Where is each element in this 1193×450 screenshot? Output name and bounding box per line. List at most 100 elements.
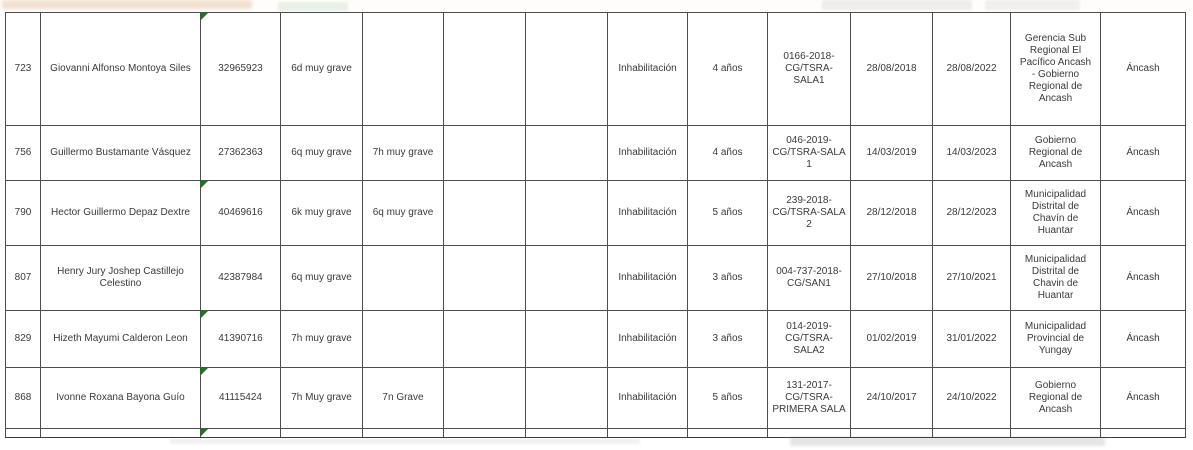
- cell-numero[interactable]: [5, 428, 41, 438]
- cell-nombre[interactable]: Hizeth Mayumi Calderon Leon: [40, 310, 201, 368]
- cell-sancion[interactable]: [607, 428, 688, 438]
- cell-falta-2[interactable]: 7n Grave: [362, 367, 444, 429]
- faded-box-remnant: [985, 0, 1080, 10]
- cell-falta-1[interactable]: 6d muy grave: [280, 12, 363, 126]
- cell-falta-1[interactable]: 7h muy grave: [280, 310, 363, 368]
- cell-nombre[interactable]: Guillermo Bustamante Vásquez: [40, 125, 201, 181]
- cell-resolucion[interactable]: 131-2017-CG/TSRA-PRIMERA SALA: [767, 367, 851, 429]
- cell-empty[interactable]: [443, 428, 526, 438]
- dni-value: 42387984: [218, 272, 263, 283]
- cell-periodo[interactable]: [687, 428, 768, 438]
- cell-empty[interactable]: [443, 310, 526, 368]
- cell-empty[interactable]: [525, 367, 608, 429]
- cell-fecha-inicio[interactable]: 28/08/2018: [850, 12, 933, 126]
- cell-numero[interactable]: 790: [5, 180, 41, 246]
- cell-dni[interactable]: 41390716: [200, 310, 281, 368]
- cell-fecha-fin[interactable]: 27/10/2021: [932, 245, 1011, 311]
- cell-fecha-inicio[interactable]: 27/10/2018: [850, 245, 933, 311]
- cell-dni[interactable]: 27362363: [200, 125, 281, 181]
- cell-empty[interactable]: [443, 125, 526, 181]
- faded-cell-remnant: [278, 2, 348, 11]
- cell-fecha-fin[interactable]: 28/08/2022: [932, 12, 1011, 126]
- cell-resolucion[interactable]: 004-737-2018-CG/SAN1: [767, 245, 851, 311]
- spreadsheet-grid: 723 Giovanni Alfonso Montoya Siles 32965…: [5, 12, 1186, 438]
- cell-falta-1[interactable]: [280, 428, 363, 438]
- cell-fecha-inicio[interactable]: 01/02/2019: [850, 310, 933, 368]
- cell-departamento[interactable]: Áncash: [1100, 310, 1186, 368]
- cell-periodo[interactable]: 5 años: [687, 367, 768, 429]
- cell-empty[interactable]: [525, 428, 608, 438]
- cell-numero[interactable]: 829: [5, 310, 41, 368]
- cell-entidad[interactable]: Gerencia Sub Regional El Pacífico Ancash…: [1010, 12, 1101, 126]
- cell-nombre[interactable]: Henry Jury Joshep Castillejo Celestino: [40, 245, 201, 311]
- cell-sancion[interactable]: Inhabilitación: [607, 12, 688, 126]
- cell-fecha-fin[interactable]: 31/01/2022: [932, 310, 1011, 368]
- cell-dni[interactable]: 40469616: [200, 180, 281, 246]
- dni-value: 32965923: [218, 63, 263, 74]
- cell-nombre[interactable]: Giovanni Alfonso Montoya Siles: [40, 12, 201, 126]
- cell-entidad[interactable]: Municipalidad Distrital de Chavin de Hua…: [1010, 245, 1101, 311]
- cell-fecha-inicio[interactable]: 24/10/2017: [850, 367, 933, 429]
- cell-dni[interactable]: 42387984: [200, 245, 281, 311]
- cell-entidad[interactable]: Municipalidad Provincial de Yungay: [1010, 310, 1101, 368]
- cell-entidad[interactable]: Municipalidad Distrital de Chavín de Hua…: [1010, 180, 1101, 246]
- cell-numero[interactable]: 756: [5, 125, 41, 181]
- cell-empty[interactable]: [525, 310, 608, 368]
- cell-departamento[interactable]: [1100, 428, 1186, 438]
- cell-empty[interactable]: [525, 125, 608, 181]
- cell-periodo[interactable]: 4 años: [687, 125, 768, 181]
- cell-falta-1[interactable]: 6q muy grave: [280, 245, 363, 311]
- cell-entidad[interactable]: Gobierno Regional de Ancash: [1010, 367, 1101, 429]
- cell-resolucion[interactable]: 046-2019-CG/TSRA-SALA 1: [767, 125, 851, 181]
- cell-empty[interactable]: [443, 180, 526, 246]
- cell-empty[interactable]: [525, 180, 608, 246]
- cell-departamento[interactable]: Áncash: [1100, 125, 1186, 181]
- cell-departamento[interactable]: Áncash: [1100, 367, 1186, 429]
- cell-numero[interactable]: 807: [5, 245, 41, 311]
- cell-sancion[interactable]: Inhabilitación: [607, 367, 688, 429]
- cell-nombre[interactable]: Ivonne Roxana Bayona Guío: [40, 367, 201, 429]
- cell-resolucion[interactable]: 239-2018-CG/TSRA-SALA 2: [767, 180, 851, 246]
- cell-nombre[interactable]: [40, 428, 201, 438]
- cell-fecha-fin[interactable]: 24/10/2022: [932, 367, 1011, 429]
- cell-empty[interactable]: [525, 245, 608, 311]
- cell-dni[interactable]: 41115424: [200, 367, 281, 429]
- cell-empty[interactable]: [525, 12, 608, 126]
- cell-falta-2[interactable]: [362, 428, 444, 438]
- cell-falta-2[interactable]: [362, 310, 444, 368]
- cell-falta-1[interactable]: 7h Muy grave: [280, 367, 363, 429]
- cell-periodo[interactable]: 3 años: [687, 245, 768, 311]
- cell-empty[interactable]: [443, 12, 526, 126]
- cell-empty[interactable]: [443, 367, 526, 429]
- cell-falta-2[interactable]: [362, 12, 444, 126]
- dni-value: 41390716: [218, 333, 263, 344]
- cell-numero[interactable]: 868: [5, 367, 41, 429]
- cell-dni[interactable]: [200, 428, 281, 438]
- cell-sancion[interactable]: Inhabilitación: [607, 180, 688, 246]
- cell-empty[interactable]: [443, 245, 526, 311]
- cell-resolucion[interactable]: 014-2019-CG/TSRA-SALA2: [767, 310, 851, 368]
- cell-periodo[interactable]: 4 años: [687, 12, 768, 126]
- cell-periodo[interactable]: 3 años: [687, 310, 768, 368]
- cell-departamento[interactable]: Áncash: [1100, 245, 1186, 311]
- cell-periodo[interactable]: 5 años: [687, 180, 768, 246]
- cell-falta-2[interactable]: [362, 245, 444, 311]
- cell-sancion[interactable]: Inhabilitación: [607, 310, 688, 368]
- cell-fecha-fin[interactable]: 14/03/2023: [932, 125, 1011, 181]
- cell-fecha-inicio[interactable]: 28/12/2018: [850, 180, 933, 246]
- cell-falta-2[interactable]: 7h muy grave: [362, 125, 444, 181]
- cell-departamento[interactable]: Áncash: [1100, 180, 1186, 246]
- cell-nombre[interactable]: Hector Guillermo Depaz Dextre: [40, 180, 201, 246]
- cell-fecha-inicio[interactable]: 14/03/2019: [850, 125, 933, 181]
- cell-numero[interactable]: 723: [5, 12, 41, 126]
- cell-resolucion[interactable]: 0166-2018-CG/TSRA-SALA1: [767, 12, 851, 126]
- cell-falta-1[interactable]: 6q muy grave: [280, 125, 363, 181]
- cell-departamento[interactable]: Áncash: [1100, 12, 1186, 126]
- cell-sancion[interactable]: Inhabilitación: [607, 245, 688, 311]
- cell-falta-2[interactable]: 6q muy grave: [362, 180, 444, 246]
- cell-fecha-fin[interactable]: 28/12/2023: [932, 180, 1011, 246]
- cell-entidad[interactable]: Gobierno Regional de Ancash: [1010, 125, 1101, 181]
- cell-dni[interactable]: 32965923: [200, 12, 281, 126]
- cell-sancion[interactable]: Inhabilitación: [607, 125, 688, 181]
- cell-falta-1[interactable]: 6k muy grave: [280, 180, 363, 246]
